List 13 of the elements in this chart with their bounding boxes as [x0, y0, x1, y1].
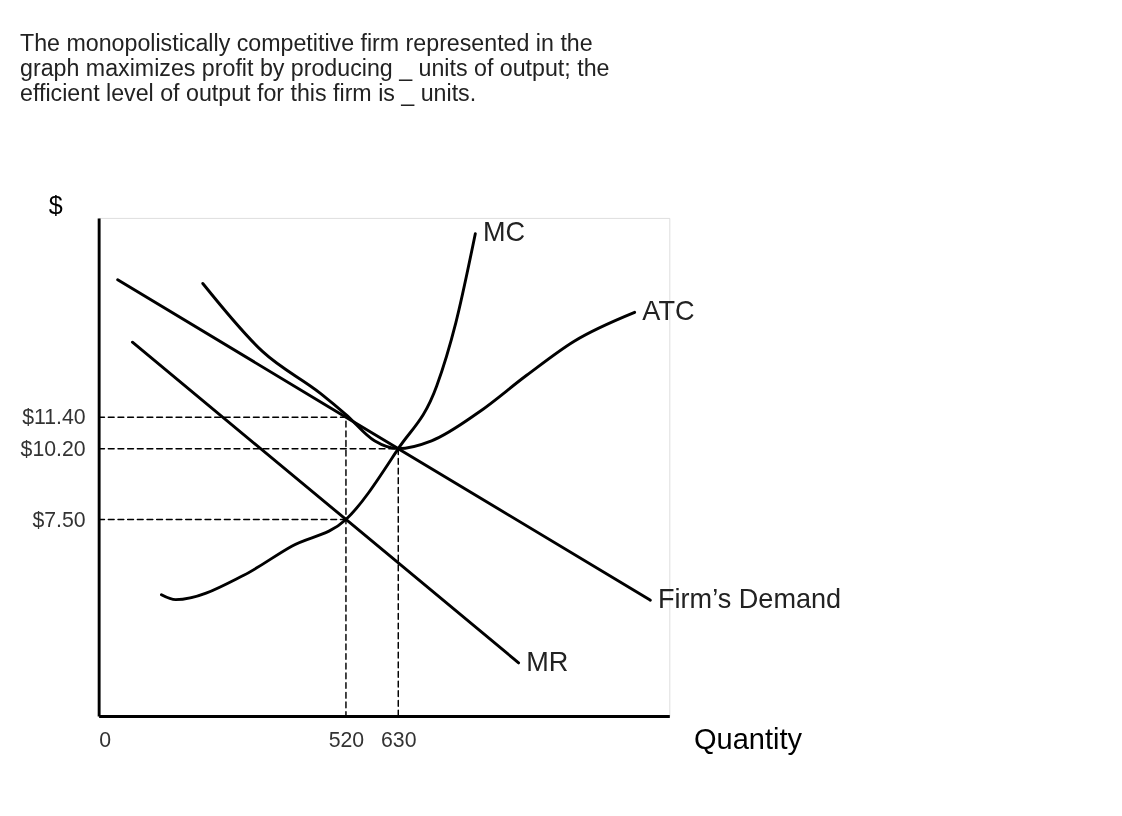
y-tick-label: $11.40: [22, 405, 86, 430]
series-label: ATC: [642, 295, 695, 327]
x-tick-label: 630: [381, 727, 417, 752]
y-tick-label: $10.20: [20, 436, 86, 461]
x-tick-label: 0: [99, 727, 111, 752]
chart-title: The monopolistically competitive firm represented in the graph maximizes profit by producing _ units of output; the efficient level of output for this firm is _ units.: [20, 29, 610, 106]
x-tick-label: 520: [328, 727, 365, 752]
series-label: MC: [483, 216, 526, 248]
y-tick-label: $7.50: [32, 507, 86, 532]
y-axis-title: $: [48, 190, 63, 219]
series-label: Firm’s Demand: [658, 582, 842, 614]
series-label: MR: [526, 645, 569, 677]
x-axis-title: Quantity: [694, 723, 803, 756]
